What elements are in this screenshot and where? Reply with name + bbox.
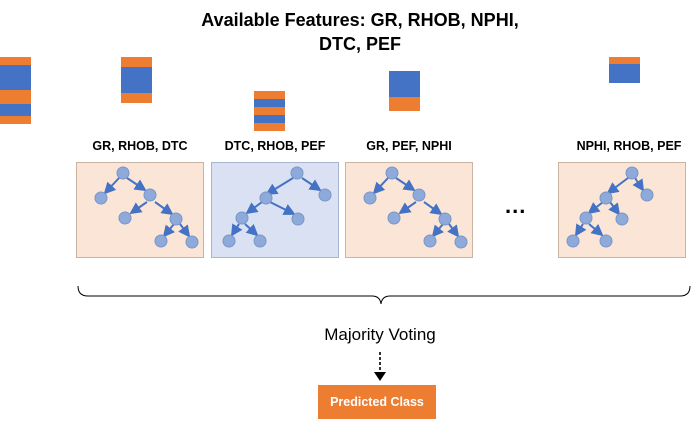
tree-label-4: NPHI, RHOB, PEF bbox=[576, 139, 682, 153]
title-line-2: DTC, PEF bbox=[318, 34, 401, 54]
tree-label-1: GR, RHOB, DTC bbox=[92, 139, 188, 153]
majority-voting-label: Majority Voting bbox=[324, 325, 436, 344]
tree-1-graph bbox=[94, 166, 199, 249]
feature-stack-1 bbox=[121, 57, 152, 103]
title-line-1: Available Features: GR, RHOB, NPHI, bbox=[201, 10, 519, 30]
diagram-title: Available Features: GR, RHOB, NPHI, DTC,… bbox=[160, 8, 560, 56]
feature-stack-2 bbox=[254, 91, 285, 131]
feature-stack-4 bbox=[609, 57, 640, 83]
tree-4-graph bbox=[566, 166, 654, 248]
feature-stack-left bbox=[0, 57, 31, 124]
decision-tree-2 bbox=[211, 162, 339, 258]
tree-label-3: GR, PEF, NPHI bbox=[366, 139, 452, 153]
ellipsis: ... bbox=[505, 193, 527, 218]
tree-2-graph bbox=[222, 166, 332, 248]
feature-stack-3 bbox=[389, 71, 420, 111]
tree-3-graph bbox=[363, 166, 468, 249]
predicted-class-box: Predicted Class bbox=[318, 385, 436, 419]
decision-tree-3 bbox=[345, 162, 473, 258]
tree-label-2: DTC, RHOB, PEF bbox=[224, 139, 326, 153]
decision-tree-4 bbox=[558, 162, 686, 258]
decision-tree-1 bbox=[76, 162, 204, 258]
